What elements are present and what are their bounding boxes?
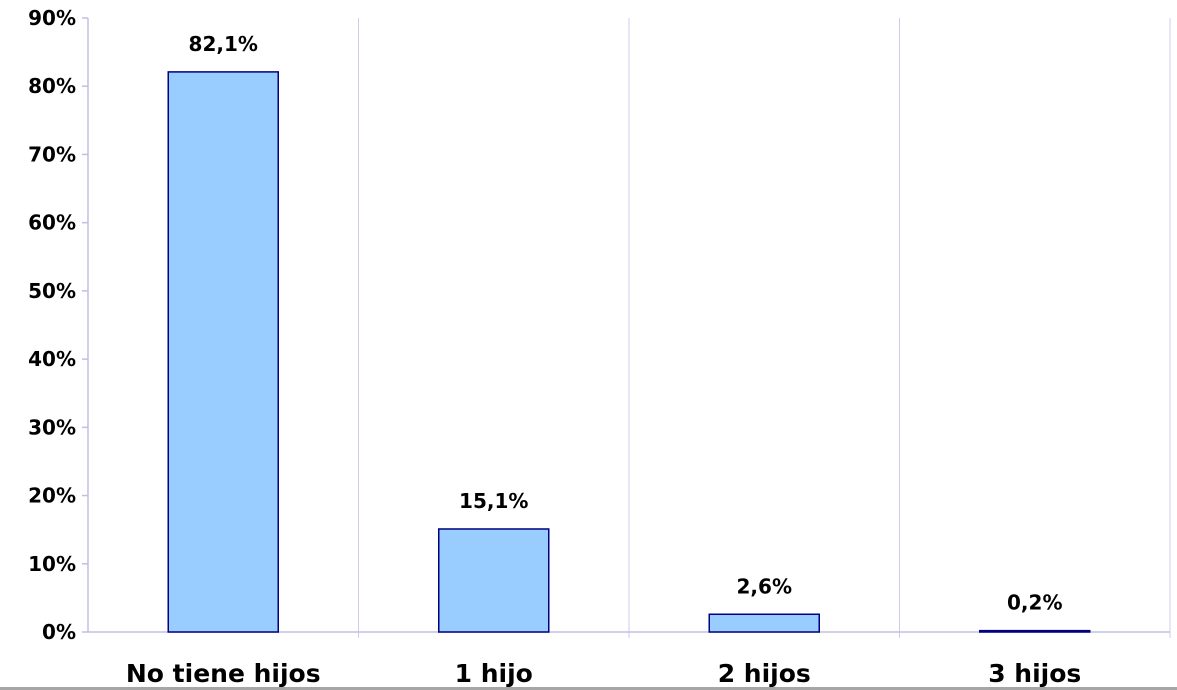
grid-layer	[358, 18, 1171, 638]
y-tick-label: 60%	[28, 211, 76, 235]
y-tick-label: 20%	[28, 484, 76, 508]
bar	[979, 629, 1091, 633]
y-tick-label: 80%	[28, 74, 76, 98]
y-tick-label: 90%	[28, 6, 76, 30]
y-tick-label: 30%	[28, 415, 76, 439]
x-tick-label: 2 hijos	[718, 659, 811, 688]
y-tick-label: 0%	[42, 620, 76, 644]
y-tick-label: 10%	[28, 552, 76, 576]
data-label: 15,1%	[459, 489, 528, 513]
y-tick-label: 70%	[28, 142, 76, 166]
data-label: 2,6%	[737, 574, 792, 598]
bar	[167, 71, 279, 633]
x-tick-label: No tiene hijos	[126, 659, 321, 688]
data-label: 0,2%	[1007, 591, 1062, 615]
x-tick-label: 1 hijo	[455, 659, 533, 688]
data-label: 82,1%	[189, 32, 258, 56]
label-layer: 82,1% No tiene hijos 15,1% 1 hijo 2,6% 2 hijo…	[126, 32, 1081, 688]
bar	[438, 528, 550, 633]
bar-layer	[167, 71, 1091, 633]
x-tick-label: 3 hijos	[988, 659, 1081, 688]
bottom-border	[0, 687, 1177, 690]
y-tick-label: 40%	[28, 347, 76, 371]
y-tick-label: 50%	[28, 279, 76, 303]
bar	[708, 613, 820, 633]
